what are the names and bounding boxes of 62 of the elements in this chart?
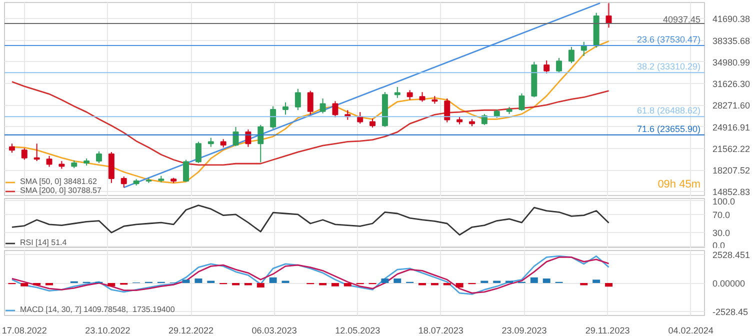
ref-line-label: 23.6 (37530.47) <box>636 34 701 44</box>
candlestick <box>307 90 314 116</box>
candlestick <box>34 143 40 162</box>
candlestick <box>556 57 562 74</box>
candlestick <box>406 90 413 100</box>
candlestick <box>245 128 252 148</box>
candlestick <box>332 100 338 118</box>
candlestick <box>21 148 28 160</box>
candlestick <box>258 124 264 163</box>
candlestick <box>370 118 376 128</box>
y-tick-label: 38335.68 <box>712 36 750 46</box>
y-tick-label: 41690.38 <box>712 14 750 24</box>
y-tick-label: 21562.22 <box>712 144 750 154</box>
candlestick <box>208 137 214 148</box>
legend-label: SMA [50, 0] 38481.62 <box>20 177 97 186</box>
line-series <box>11 204 610 236</box>
legend-label: RSI [14] 51.4 <box>20 238 67 247</box>
y-tick-label: 31626.30 <box>712 79 750 90</box>
y-tick-label: 0.00000 <box>712 278 746 288</box>
candlestick <box>282 102 288 116</box>
x-tick-label: 29.11.2023 <box>585 326 630 336</box>
candlestick <box>195 141 202 164</box>
y-tick-label: 34980.99 <box>712 57 750 68</box>
y-tick-label: 24916.91 <box>712 122 750 132</box>
candlestick <box>270 106 276 130</box>
x-tick-label: 23.10.2022 <box>85 326 130 336</box>
x-tick-label: 04.02.2024 <box>668 326 714 336</box>
y-tick-label: 18207.52 <box>712 166 750 176</box>
candlestick <box>394 86 400 98</box>
x-tick-label: 17.08.2022 <box>2 326 47 336</box>
x-tick-label: 23.09.2023 <box>502 326 547 336</box>
line-series <box>11 81 610 166</box>
ref-line-label: 71.6 (23655.90) <box>636 124 701 134</box>
candlestick <box>46 155 52 168</box>
candlestick <box>294 88 301 111</box>
ref-line-label: 38.2 (33310.29) <box>636 62 701 72</box>
x-tick-label: 29.12.2022 <box>168 326 214 336</box>
candlestick <box>320 98 326 114</box>
y-tick-label: -2528.45 <box>712 306 748 317</box>
y-tick-label: 14852.83 <box>712 187 750 198</box>
annotation: 09h 45m <box>658 178 701 190</box>
x-tick-label: 12.05.2023 <box>335 326 380 336</box>
legend-label: MACD [14, 30, 7] 1409.78548, 1735.19400 <box>20 305 175 314</box>
candlestick <box>8 143 15 154</box>
x-tick-label: 06.03.2023 <box>252 326 297 336</box>
legend-label: SMA [200, 0] 30788.57 <box>20 186 102 195</box>
y-tick-label: 2528.451 <box>712 250 750 260</box>
candlestick <box>518 92 525 112</box>
candlestick <box>444 98 450 123</box>
candlestick <box>183 159 190 182</box>
candlestick <box>96 150 102 164</box>
candlestick <box>568 46 574 64</box>
ref-line-label: 61.8 (26488.62) <box>636 106 701 116</box>
candlestick <box>120 176 127 188</box>
x-tick-label: 18.07.2023 <box>418 326 464 336</box>
ref-line-label: 40937.45 <box>662 14 701 25</box>
y-tick-label: 70.0 <box>712 210 730 220</box>
y-tick-label: 28271.60 <box>712 100 750 111</box>
candlestick <box>419 92 426 102</box>
y-tick-label: 30.0 <box>712 228 730 238</box>
y-tick-label: 100.0 <box>712 196 736 206</box>
candlestick <box>544 60 550 74</box>
